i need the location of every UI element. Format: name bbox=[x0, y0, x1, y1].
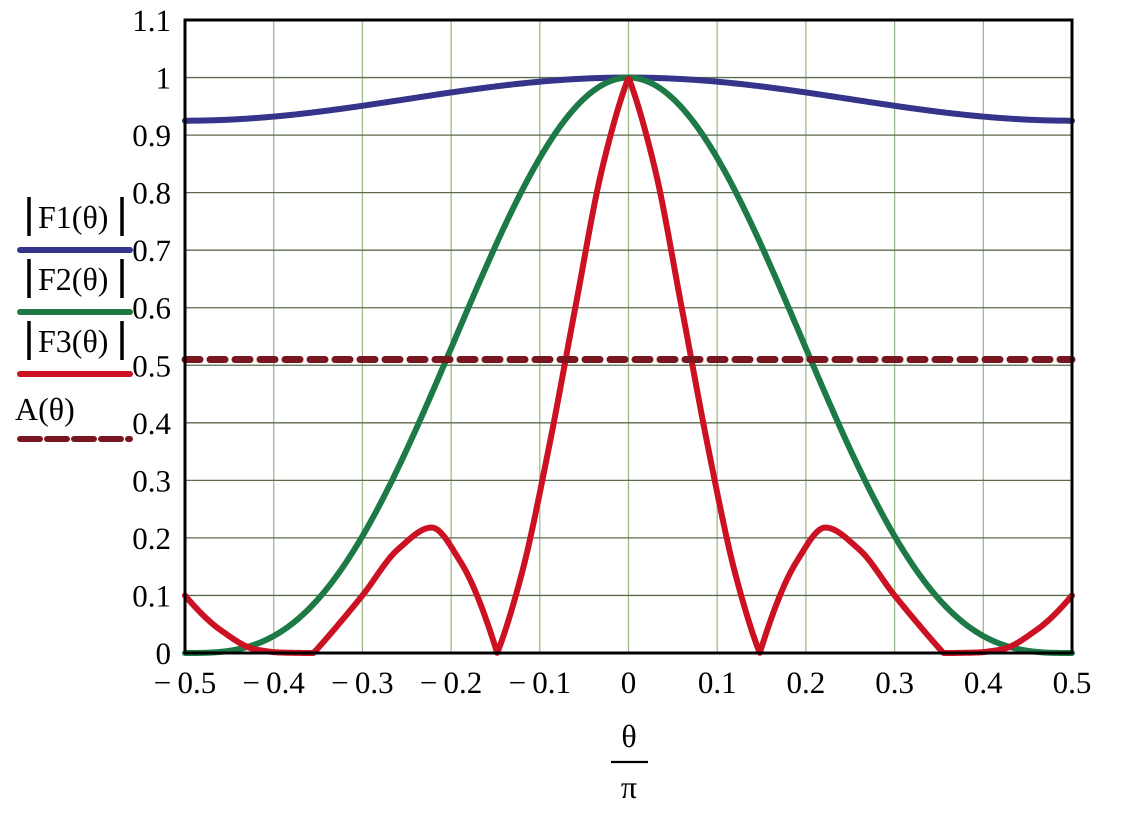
svg-text:0.1: 0.1 bbox=[132, 578, 171, 613]
svg-text:− 0.3: − 0.3 bbox=[331, 665, 393, 700]
svg-text:0.1: 0.1 bbox=[698, 665, 737, 700]
svg-text:0.7: 0.7 bbox=[132, 233, 171, 268]
svg-text:1.1: 1.1 bbox=[132, 3, 171, 38]
svg-text:− 0.5: − 0.5 bbox=[154, 665, 216, 700]
svg-text:− 0.4: − 0.4 bbox=[242, 665, 305, 700]
svg-text:0.8: 0.8 bbox=[132, 176, 171, 211]
svg-text:θ: θ bbox=[621, 718, 636, 754]
svg-text:F2(θ): F2(θ) bbox=[38, 261, 108, 297]
svg-text:0.4: 0.4 bbox=[132, 406, 171, 441]
svg-text:− 0.2: − 0.2 bbox=[420, 665, 482, 700]
svg-text:F1(θ): F1(θ) bbox=[38, 199, 108, 235]
svg-text:0.2: 0.2 bbox=[787, 665, 826, 700]
svg-text:0: 0 bbox=[621, 665, 637, 700]
svg-text:A(θ): A(θ) bbox=[15, 391, 75, 427]
svg-text:0.3: 0.3 bbox=[875, 665, 914, 700]
svg-text:F3(θ): F3(θ) bbox=[38, 323, 108, 359]
svg-text:0.5: 0.5 bbox=[1053, 665, 1092, 700]
svg-text:1: 1 bbox=[156, 61, 172, 96]
svg-text:− 0.1: − 0.1 bbox=[509, 665, 571, 700]
svg-text:0.9: 0.9 bbox=[132, 118, 171, 153]
svg-text:0.2: 0.2 bbox=[132, 521, 171, 556]
svg-text:π: π bbox=[621, 769, 637, 805]
svg-text:0.6: 0.6 bbox=[132, 291, 171, 326]
svg-text:0.4: 0.4 bbox=[964, 665, 1003, 700]
svg-text:0.5: 0.5 bbox=[132, 348, 171, 383]
svg-text:0.3: 0.3 bbox=[132, 463, 171, 498]
